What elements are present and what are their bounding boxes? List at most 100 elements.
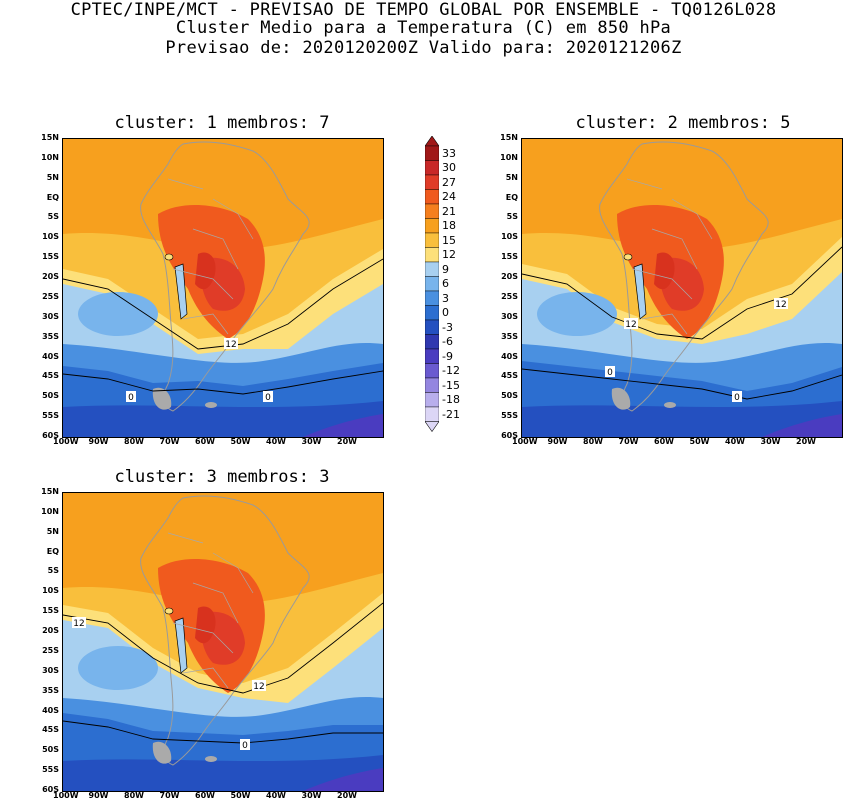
lat-label: 15S [501,252,518,262]
country-border [172,622,234,654]
lat-label: 50S [42,745,59,755]
continent-outline [140,141,310,412]
lat-label: 15S [42,252,59,262]
colorbar-segment [424,319,440,335]
lat-label: 5N [505,172,518,182]
colorbar-label: 27 [442,175,456,189]
contour-label-bg [605,366,615,377]
colorbar-label: 24 [442,190,456,203]
colorbar-segment [424,203,440,219]
lat-label: 20S [501,272,518,282]
colorbar-segment [424,392,440,408]
colorbar-segment [424,348,440,364]
map-svg-3: 12 12 0 [63,493,383,791]
title-line-2: Cluster Medio para a Temperatura (C) em … [175,18,672,38]
lat-label: EQ [46,546,59,556]
lon-label: 20W [796,437,816,446]
lat-label: 45S [42,725,59,735]
colorbar-segment [424,232,440,248]
cold-region-4 [522,401,842,437]
contour-label-bg [240,739,250,750]
colorbar-label: -6 [442,335,453,348]
colorbar-label: -15 [442,378,460,392]
contour-label-bg [252,680,266,691]
lon-label: 40W [725,437,745,446]
colorbar-segment [424,174,440,190]
lon-label: 50W [689,437,710,446]
country-border [671,198,713,240]
colorbar-label: 9 [442,262,449,276]
lat-label: 10S [42,586,59,596]
colorbar-label: -3 [442,320,453,334]
contour-label-bg [126,391,136,402]
contour-12 [63,258,383,350]
colorbar-segment [424,160,440,176]
colorbar-label: 12 [442,248,456,261]
lat-label: 15N [41,487,59,496]
country-border [172,268,234,300]
hot-spot [195,606,216,644]
contour-label-0: 0 [242,741,248,751]
tierra-del-fuego [611,387,631,410]
lon-label: 30W [301,791,322,800]
colorbar [424,135,440,440]
andes-cold-patch [174,263,188,320]
colorbar-bottom-arrow [424,421,440,433]
map-panel-1: 12 0 0 [62,138,384,438]
colorbar-segment [424,305,440,321]
contour-label-0: 0 [607,368,613,378]
country-border [192,582,239,624]
falkland-islands [205,756,217,762]
colorbar-segment [424,363,440,379]
lon-label: 80W [583,437,603,446]
lon-label: 30W [301,437,322,446]
lat-label: 55S [501,411,518,421]
colorbar-label: -12 [442,364,460,377]
lon-label: 70W [159,791,180,800]
panel-title-3: cluster: 3 membros: 3 [114,467,330,487]
lat-label: 5N [46,526,59,536]
contour-0 [522,368,842,400]
panel-title-1: cluster: 1 membros: 7 [114,113,330,133]
colorbar-label: -18 [442,393,460,406]
lat-label: 15N [41,133,59,142]
lon-label: 30W [760,437,781,446]
colorbar-label: 15 [442,233,456,247]
country-border [182,313,229,335]
lon-label: 100W [53,791,79,800]
contour-label-bg [72,617,86,628]
lat-label: 25S [501,291,518,301]
lat-label: 10N [500,152,518,162]
lat-label: 55S [42,411,59,421]
continent-outline [599,141,769,412]
colorbar-label: 30 [442,161,456,174]
lon-label: 70W [618,437,639,446]
lat-label: 60S [501,431,518,440]
colorbar-segment [424,406,440,422]
contour-12 [63,602,383,694]
country-border [212,552,254,594]
lat-label: 55S [42,765,59,775]
colorbar-label: 21 [442,204,456,218]
lat-label: 10N [41,506,59,516]
lon-label: 80W [124,437,144,446]
colorbar-segment [424,261,440,277]
lat-label: 15N [500,133,518,142]
country-border [212,198,254,240]
colorbar-label: 3 [442,291,449,305]
lat-label: 35S [42,685,59,695]
cold-cell [78,646,158,690]
contour-label-bg [774,298,788,309]
lon-label: 40W [266,791,286,800]
lat-label: 35S [42,331,59,341]
contour-label-12: 12 [73,619,84,629]
lat-label: 10S [501,232,518,242]
lat-label: EQ [46,192,59,202]
colorbar-segment [424,377,440,393]
lat-label: 10N [41,152,59,162]
polar-region [762,414,842,437]
lat-label: 5S [47,566,59,576]
lat-label: 25S [42,291,59,301]
lat-label: 40S [42,351,59,361]
lat-label: 45S [501,371,518,381]
